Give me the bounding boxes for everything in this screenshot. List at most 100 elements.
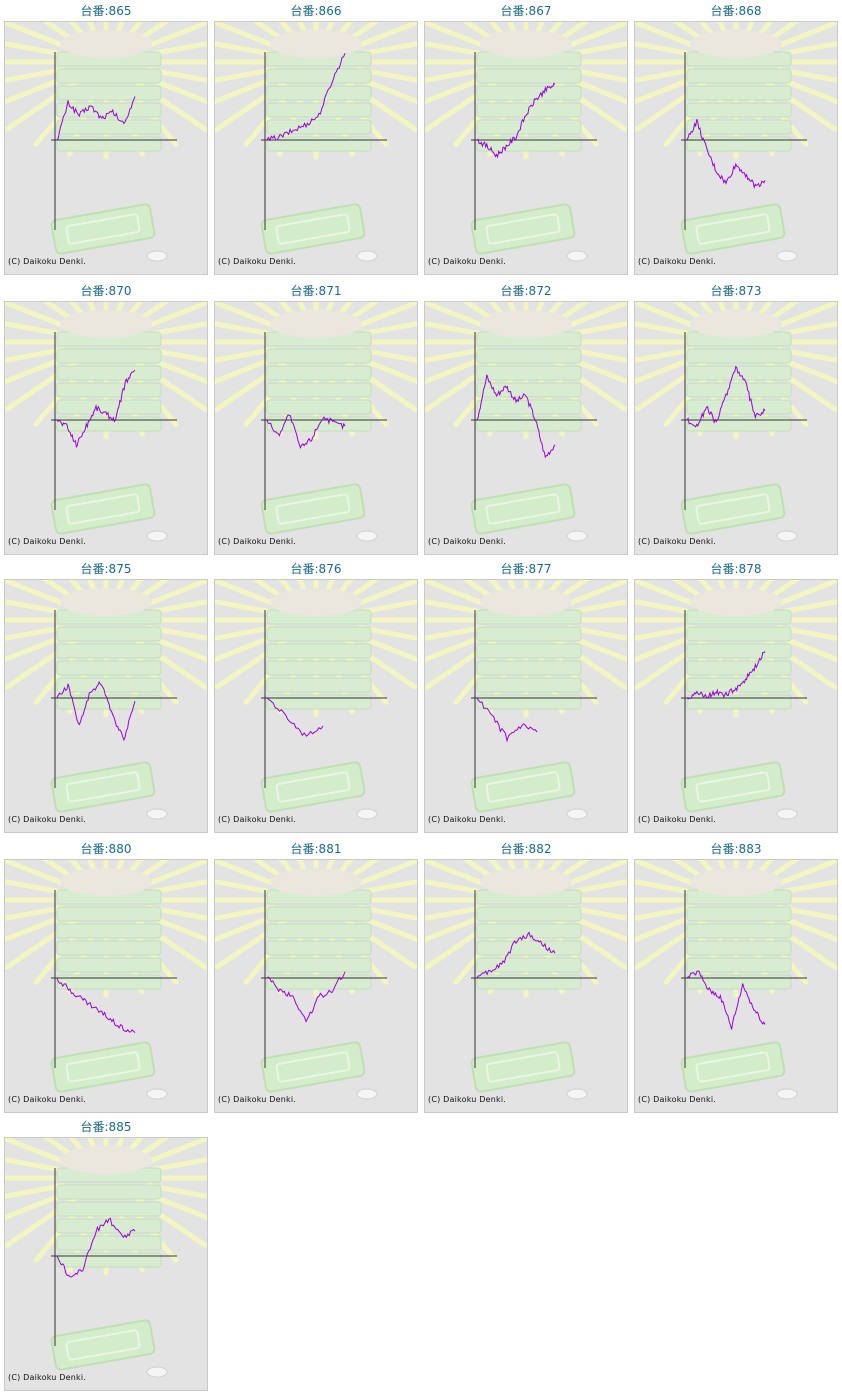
ray-shape: [146, 905, 207, 921]
chart-panel: (C) Daikoku Denki.: [424, 21, 628, 275]
ray-shape: [555, 580, 590, 602]
copyright-text: (C) Daikoku Denki.: [638, 537, 717, 546]
ray-shape: [146, 347, 207, 363]
ray-shape: [546, 860, 564, 877]
ray-shape: [325, 22, 335, 36]
tray-shape: [266, 399, 372, 415]
coin-shape: [146, 1088, 168, 1100]
ray-shape: [5, 905, 66, 921]
pile-shape: [480, 310, 572, 338]
ray-shape: [352, 302, 417, 330]
bottom-tray-inner-shape: [275, 771, 351, 803]
tray-shape: [476, 348, 582, 364]
background-illustration: [425, 860, 627, 1100]
coin-shape: [566, 530, 588, 542]
copyright-text: (C) Daikoku Denki.: [428, 1095, 507, 1104]
tray-shape: [266, 923, 372, 939]
tray-shape: [476, 365, 582, 381]
series-line: [476, 931, 556, 979]
ray-shape: [252, 302, 287, 324]
tray-shape: [476, 85, 582, 101]
ray-shape: [535, 860, 545, 874]
tray-shape: [686, 923, 792, 939]
ray-shape: [252, 580, 287, 602]
chart-svg: [215, 860, 417, 1100]
tray-shape: [686, 382, 792, 398]
chart-panel: (C) Daikoku Denki.: [214, 579, 418, 833]
ray-shape: [215, 354, 280, 385]
chart-title: 台番:876: [290, 562, 342, 576]
series-line: [56, 1217, 136, 1278]
chart-svg: [5, 580, 207, 820]
ray-shape: [142, 302, 207, 330]
ray-shape: [87, 302, 97, 316]
tray-shape: [56, 906, 162, 922]
bottom-tray-inner-shape: [65, 1051, 141, 1083]
ray-shape: [345, 580, 380, 602]
tray-shape: [56, 399, 162, 415]
ray-shape: [215, 905, 276, 921]
ray-shape: [5, 912, 70, 943]
ray-shape: [68, 22, 86, 39]
ray-shape: [555, 860, 590, 882]
ray-shape: [146, 321, 207, 337]
ray-shape: [698, 302, 716, 319]
ray-shape: [356, 41, 417, 57]
ray-shape: [425, 347, 486, 363]
chart-svg: [215, 580, 417, 820]
bottom-tray-shape: [50, 1041, 156, 1093]
copyright-text: (C) Daikoku Denki.: [218, 1095, 297, 1104]
chart-svg: [425, 860, 627, 1100]
chart-svg: [215, 302, 417, 542]
background-illustration: [425, 302, 627, 542]
chart-svg: [5, 860, 207, 1100]
ray-shape: [215, 41, 276, 57]
tray-shape: [56, 348, 162, 364]
ray-shape: [146, 41, 207, 57]
ray-shape: [215, 22, 280, 50]
tray-shape: [476, 68, 582, 84]
ray-shape: [5, 860, 70, 888]
bottom-tray-shape: [680, 203, 786, 255]
chart-svg: [635, 860, 837, 1100]
bottom-tray-inner-shape: [65, 493, 141, 525]
chart-title: 台番:877: [500, 562, 552, 576]
copyright-text: (C) Daikoku Denki.: [428, 257, 507, 266]
ray-shape: [215, 912, 280, 943]
tray-shape: [56, 957, 162, 973]
ray-shape: [566, 879, 627, 895]
tray-shape: [56, 923, 162, 939]
ray-shape: [356, 599, 417, 615]
ray-shape: [562, 302, 627, 330]
series-line: [266, 971, 346, 1023]
tray-shape: [476, 119, 582, 135]
pile-shape: [690, 868, 782, 896]
tray-shape: [56, 1201, 162, 1217]
ray-shape: [336, 860, 354, 877]
ray-shape: [425, 625, 486, 641]
coin-shape: [146, 530, 168, 542]
copyright-text: (C) Daikoku Denki.: [638, 815, 717, 824]
background-illustration: [215, 580, 417, 820]
background-illustration: [635, 22, 837, 262]
ray-shape: [115, 580, 125, 594]
tray-shape: [266, 660, 372, 676]
ray-shape: [68, 580, 86, 597]
chart-title: 台番:885: [80, 1120, 132, 1134]
bottom-tray-inner-shape: [695, 493, 771, 525]
ray-shape: [142, 860, 207, 888]
coin-shape: [146, 1366, 168, 1378]
ray-shape: [772, 580, 837, 608]
coin-shape: [776, 530, 798, 542]
background-illustration: [5, 580, 207, 820]
ray-shape: [42, 302, 77, 324]
tray-shape: [686, 399, 792, 415]
series-line: [56, 96, 136, 141]
series-line: [686, 119, 766, 189]
tray-shape: [266, 85, 372, 101]
ray-shape: [425, 67, 486, 83]
ray-shape: [635, 632, 700, 663]
tray-shape: [476, 923, 582, 939]
bottom-tray-inner-shape: [65, 213, 141, 245]
ray-shape: [146, 1157, 207, 1173]
